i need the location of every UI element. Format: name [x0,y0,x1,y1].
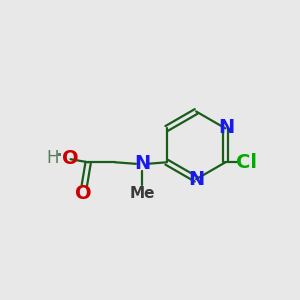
Text: H: H [46,149,59,167]
Text: N: N [218,118,234,137]
Text: O: O [62,149,79,168]
Text: O: O [75,184,92,202]
Text: N: N [189,170,205,190]
Text: Me: Me [129,186,155,201]
Text: N: N [134,154,150,173]
Text: Cl: Cl [236,153,257,172]
Text: ·: · [56,147,62,165]
